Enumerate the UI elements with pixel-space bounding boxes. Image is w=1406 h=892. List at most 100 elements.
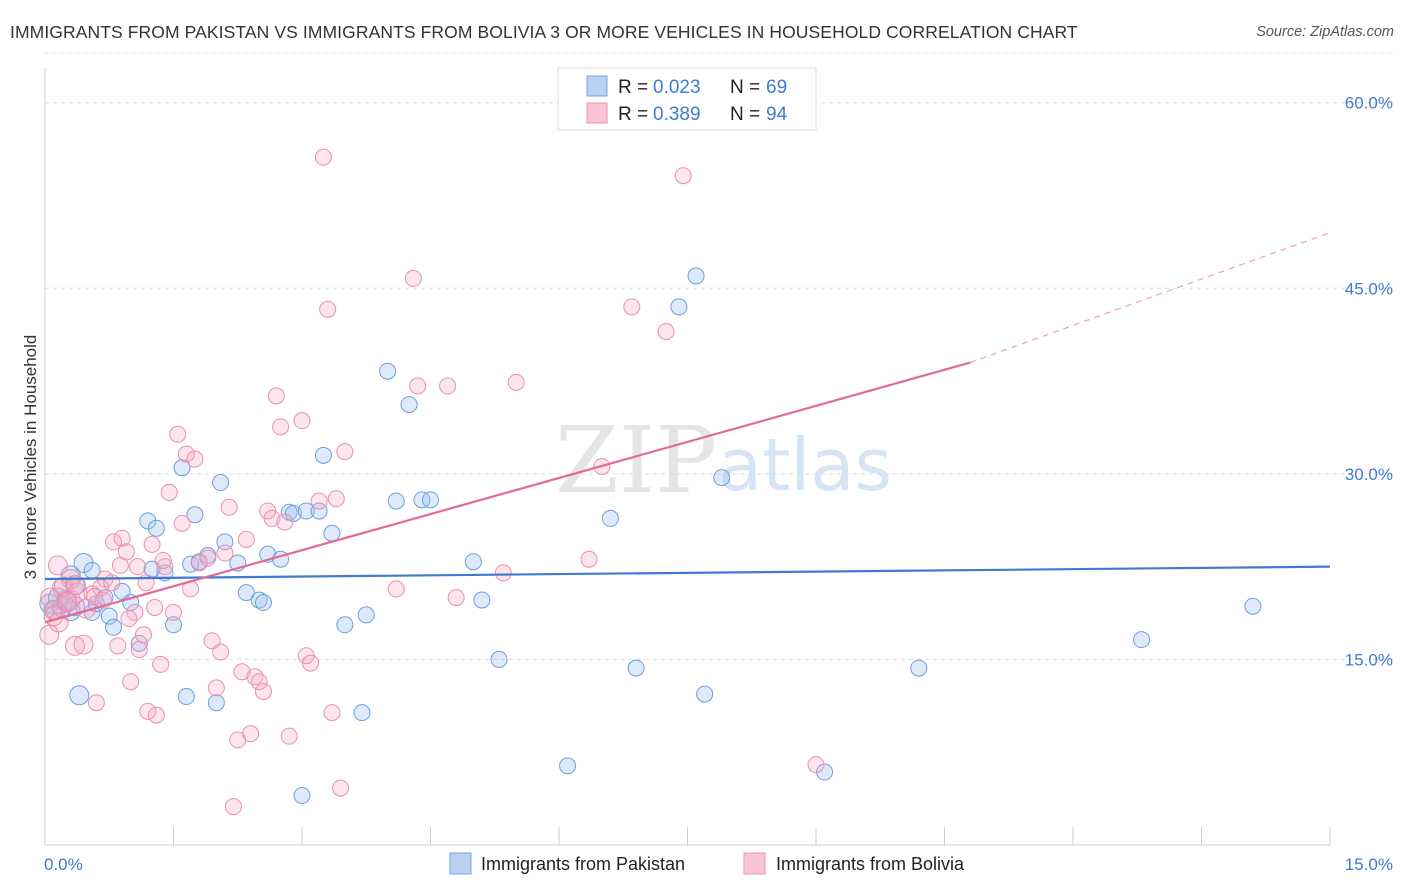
watermark-zip: ZIP	[555, 407, 717, 514]
point-pakistan-20	[165, 616, 182, 634]
point-bolivia-37	[216, 544, 234, 562]
point-pakistan-46	[379, 362, 397, 380]
point-pakistan-56	[627, 659, 645, 677]
point-bolivia-61	[332, 779, 350, 797]
point-bolivia-48	[263, 509, 281, 527]
point-bolivia-53	[293, 412, 311, 430]
point-bolivia-89	[154, 551, 172, 569]
point-bolivia-83	[103, 574, 121, 592]
point-bolivia-81	[86, 587, 104, 605]
point-pakistan-28	[212, 474, 230, 492]
point-bolivia-92	[57, 591, 78, 612]
point-bolivia-31	[186, 450, 204, 468]
point-pakistan-48	[400, 396, 418, 414]
point-bolivia-16	[122, 673, 140, 691]
point-bolivia-84	[111, 556, 129, 574]
point-bolivia-72	[623, 298, 641, 316]
point-bolivia-52	[280, 727, 298, 745]
bottom-legend-swatch-pakistan	[449, 852, 472, 875]
x-tick-labels: 0.0% 15.0%	[44, 855, 1393, 874]
point-pakistan-63	[1133, 631, 1151, 649]
y-tick-label-2: 45.0%	[1345, 279, 1393, 298]
y-tick-label-0: 15.0%	[1345, 650, 1393, 669]
point-bolivia-24	[156, 558, 174, 576]
point-bolivia-28	[173, 514, 191, 532]
point-bolivia-90	[40, 587, 61, 608]
point-pakistan-62	[910, 659, 928, 677]
point-pakistan-51	[464, 553, 482, 571]
point-bolivia-55	[302, 654, 320, 672]
point-pakistan-22	[177, 688, 195, 706]
point-bolivia-75	[807, 756, 825, 774]
point-pakistan-24	[186, 506, 204, 524]
point-bolivia-69	[507, 373, 525, 391]
point-bolivia-43	[242, 725, 260, 743]
point-bolivia-58	[319, 300, 337, 318]
point-bolivia-62	[336, 443, 354, 461]
point-bolivia-73	[657, 323, 675, 341]
point-pakistan-49	[413, 491, 431, 509]
legend-n-value-1: 69	[766, 77, 787, 98]
legend-n-value-2: 94	[766, 104, 788, 125]
point-bolivia-9	[87, 694, 105, 712]
point-bolivia-42	[237, 530, 255, 548]
chart-title: IMMIGRANTS FROM PAKISTAN VS IMMIGRANTS F…	[10, 22, 1078, 42]
point-bolivia-22	[147, 706, 165, 724]
point-pakistan-42	[323, 524, 341, 542]
y-axis-label: 3 or more Vehicles in Household	[21, 335, 40, 580]
point-pakistan-31	[237, 584, 255, 602]
legend-r-value-1: 0.023	[653, 77, 701, 98]
point-bolivia-64	[404, 269, 422, 287]
point-pakistan-53	[490, 650, 508, 668]
point-bolivia-39	[224, 798, 242, 816]
legend-n-label-1: N =	[730, 77, 760, 98]
bottom-legend: Immigrants from Pakistan Immigrants from…	[449, 852, 965, 875]
point-bolivia-70	[580, 550, 598, 568]
point-bolivia-23	[152, 655, 170, 673]
point-pakistan-18	[147, 519, 165, 537]
point-bolivia-33	[199, 549, 217, 567]
legend-swatch-pakistan	[586, 75, 608, 97]
point-bolivia-50	[272, 418, 290, 436]
point-bolivia-74	[674, 167, 692, 185]
point-bolivia-19	[135, 626, 153, 644]
point-bolivia-46	[254, 683, 272, 701]
point-pakistan-40	[310, 502, 328, 520]
point-bolivia-27	[169, 425, 187, 443]
y-tick-label-3: 60.0%	[1345, 94, 1393, 113]
point-bolivia-25	[160, 483, 178, 501]
point-pakistan-61	[816, 763, 834, 781]
bottom-legend-label-bolivia: Immigrants from Bolivia	[776, 854, 965, 874]
point-pakistan-11	[100, 607, 118, 625]
point-pakistan-16	[139, 512, 157, 530]
point-bolivia-41	[233, 663, 251, 681]
y-tick-label-1: 30.0%	[1345, 465, 1393, 484]
point-pakistan-47	[387, 492, 405, 510]
legend-n-label-2: N =	[730, 104, 760, 125]
legend-r-label-2: R =	[618, 104, 648, 125]
legend-r-label-1: R =	[618, 77, 648, 98]
point-pakistan-59	[696, 685, 714, 703]
point-pakistan-27	[207, 694, 225, 712]
y-tick-labels: 15.0% 30.0% 45.0% 60.0%	[1345, 94, 1393, 670]
point-pakistan-60	[713, 469, 731, 487]
point-bolivia-56	[310, 492, 328, 510]
source-credit: Source: ZipAtlas.com	[1256, 24, 1394, 40]
point-pakistan-7	[73, 552, 94, 573]
point-bolivia-59	[323, 704, 341, 722]
trend-line-bolivia-extension	[969, 232, 1331, 364]
point-pakistan-37	[284, 504, 302, 522]
point-bolivia-21	[143, 535, 161, 553]
point-bolivia-2	[47, 555, 68, 576]
point-pakistan-12	[105, 618, 123, 636]
point-bolivia-18	[130, 641, 148, 659]
point-pakistan-54	[559, 757, 577, 775]
watermark-atlas: atlas	[718, 423, 892, 507]
series-pakistan-points	[39, 267, 1262, 805]
point-bolivia-13	[109, 637, 127, 655]
bottom-legend-swatch-bolivia	[743, 852, 766, 875]
point-bolivia-68	[494, 564, 512, 582]
x-tick-label-1: 15.0%	[1345, 855, 1393, 874]
point-pakistan-55	[601, 509, 619, 527]
point-bolivia-26	[165, 603, 182, 621]
